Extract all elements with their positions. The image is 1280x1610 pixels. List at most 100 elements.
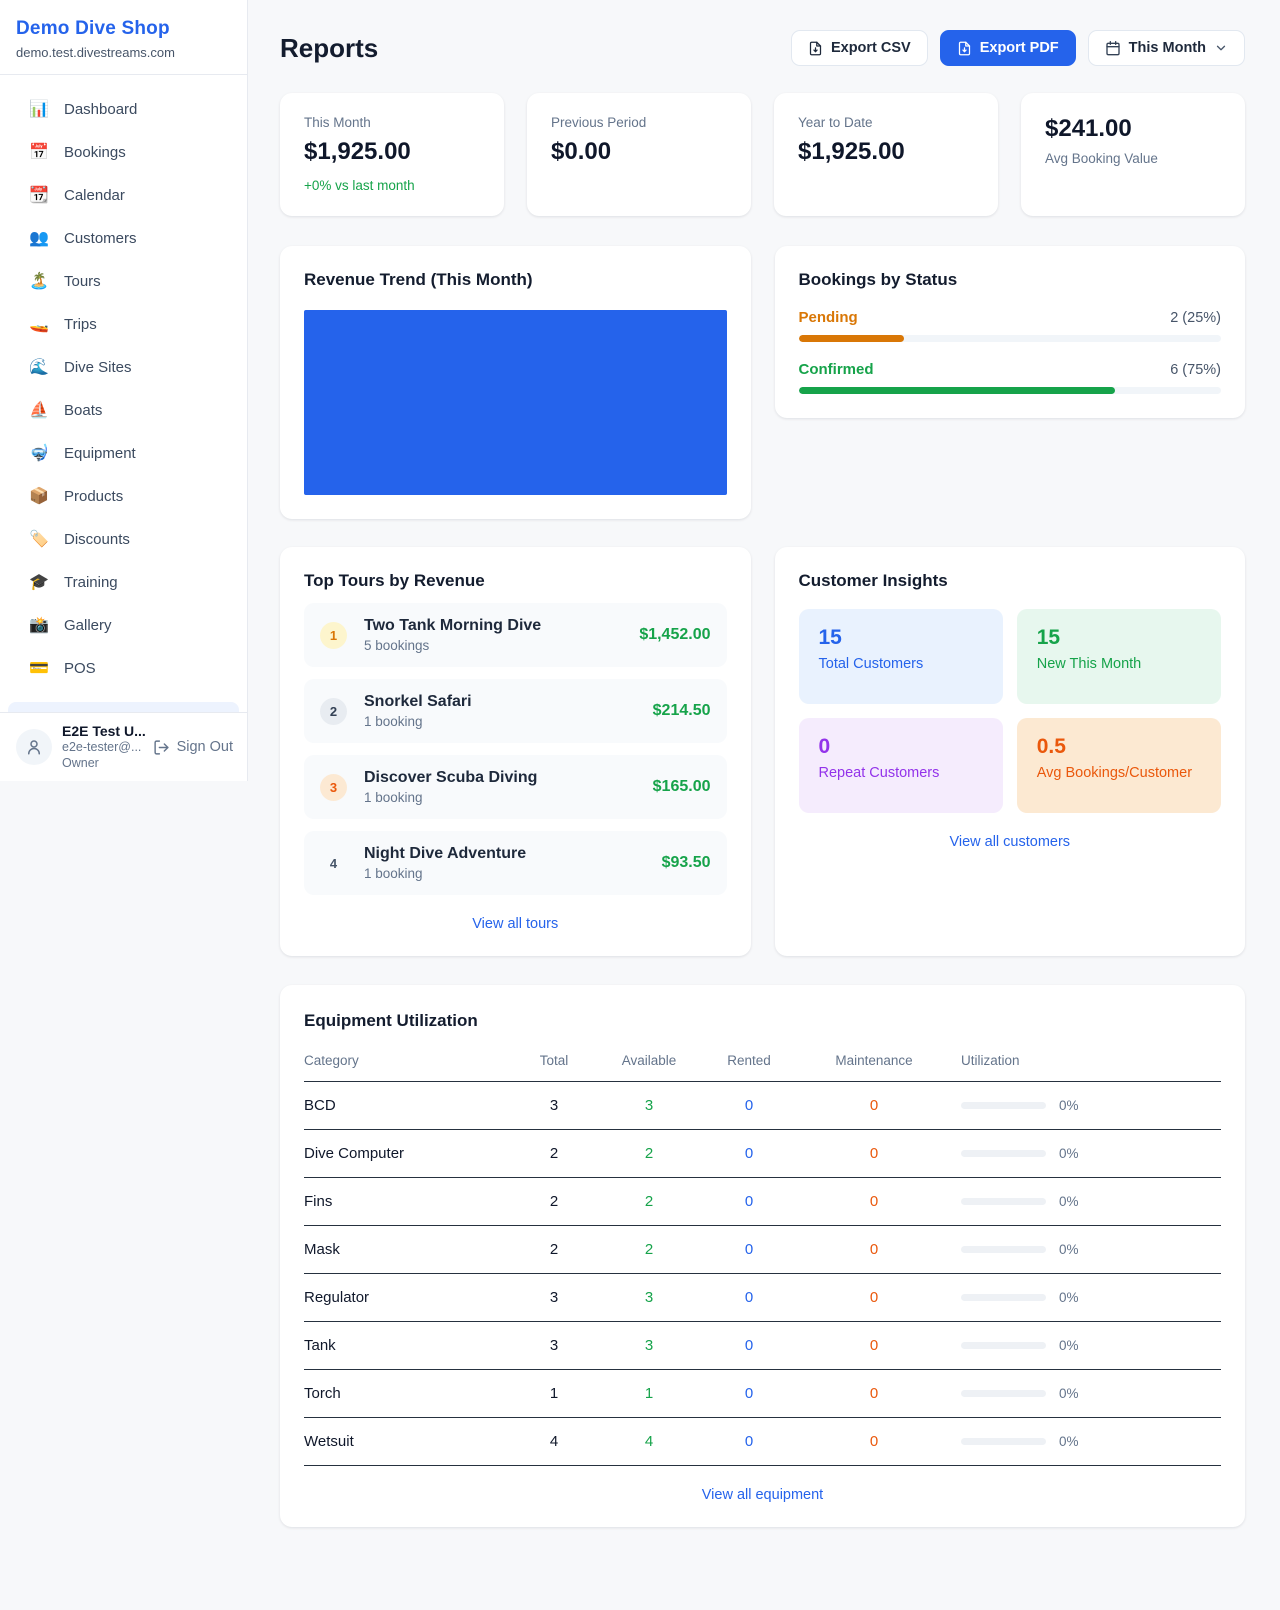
equipment-maintenance: 0 — [869, 1241, 879, 1258]
tour-name: Discover Scuba Diving — [364, 769, 538, 786]
tour-meta: Two Tank Morning Dive 5 bookings — [364, 617, 541, 653]
utilization-bar-track — [961, 1198, 1046, 1205]
export-csv-button[interactable]: Export CSV — [790, 30, 928, 66]
equipment-rented: 0 — [744, 1385, 754, 1402]
stats-row: This Month $1,925.00 +0% vs last month Prev… — [280, 93, 1245, 216]
revenue-trend-chart — [304, 310, 727, 495]
sidebar-item-equipment[interactable]: 🤿 Equipment — [8, 432, 239, 475]
tour-revenue: $1,452.00 — [639, 626, 711, 643]
utilization-percent: 0% — [1059, 1434, 1079, 1449]
insight-value: 0.5 — [1036, 735, 1066, 758]
sidebar-item-discounts[interactable]: 🏷️ Discounts — [8, 518, 239, 561]
equipment-available: 3 — [644, 1289, 654, 1306]
stat-value: $1,925.00 — [304, 138, 411, 165]
sidebar-item-customers[interactable]: 👥 Customers — [8, 217, 239, 260]
equipment-utilization: 0% — [949, 1098, 1221, 1113]
equipment-maintenance: 0 — [869, 1193, 879, 1210]
equipment-total: 3 — [549, 1337, 559, 1354]
tour-name: Snorkel Safari — [364, 693, 472, 710]
tour-name: Night Dive Adventure — [364, 845, 527, 862]
sidebar-item-calendar[interactable]: 📆 Calendar — [8, 174, 239, 217]
table-row: Torch 1 1 0 0 0% — [304, 1370, 1221, 1418]
equipment-maintenance: 0 — [869, 1097, 879, 1114]
tour-meta: Discover Scuba Diving 1 booking — [364, 769, 537, 805]
revenue-trend-title: Revenue Trend (This Month) — [304, 270, 533, 289]
stat-label: Avg Booking Value — [1045, 151, 1158, 166]
revenue-trend-card: Revenue Trend (This Month) — [280, 246, 751, 519]
tour-row: 1 Two Tank Morning Dive 5 bookings $1,452.0… — [304, 603, 727, 667]
equipment-category: Tank — [304, 1337, 336, 1354]
user-panel: E2E Test U... e2e-tester@... Owner Sign … — [0, 712, 247, 781]
equipment-total: 3 — [549, 1289, 559, 1306]
view-all-tours-link[interactable]: View all tours — [472, 916, 559, 932]
insight-value: 15 — [818, 626, 842, 649]
bar-chart-icon: 📊 — [29, 100, 49, 118]
sidebar-item-label: Tours — [64, 273, 101, 290]
equipment-available: 3 — [644, 1337, 654, 1354]
tour-revenue: $93.50 — [661, 854, 711, 871]
sidebar-item-gallery[interactable]: 📸 Gallery — [8, 604, 239, 647]
equipment-maintenance: 0 — [869, 1433, 879, 1450]
equipment-rented: 0 — [744, 1193, 754, 1210]
tour-rows: 1 Two Tank Morning Dive 5 bookings $1,452.0… — [304, 603, 727, 895]
tour-meta: Snorkel Safari 1 booking — [364, 693, 472, 729]
utilization-bar-track — [961, 1102, 1046, 1109]
view-all-customers-link[interactable]: View all customers — [949, 834, 1071, 850]
sidebar-item-reports-partial[interactable] — [8, 702, 239, 712]
equipment-utilization: 0% — [949, 1290, 1221, 1305]
wave-icon: 🌊 — [29, 358, 49, 376]
tour-bookings: 1 booking — [364, 714, 423, 729]
sidebar-item-training[interactable]: 🎓 Training — [8, 561, 239, 604]
utilization-bar-track — [961, 1150, 1046, 1157]
page-title: Reports — [280, 32, 379, 63]
bookings-by-status-title: Bookings by Status — [798, 270, 958, 289]
equipment-rented: 0 — [744, 1289, 754, 1306]
insight-label: New This Month — [1036, 656, 1142, 672]
rank-badge: 2 — [320, 697, 347, 725]
sidebar-item-pos[interactable]: 💳 POS — [8, 647, 239, 690]
sidebar-item-label: Boats — [64, 402, 103, 419]
equipment-category: Mask — [304, 1241, 340, 1258]
tour-meta: Night Dive Adventure 1 booking — [364, 845, 526, 881]
sign-out-button[interactable]: Sign Out — [153, 739, 233, 756]
period-dropdown[interactable]: This Month — [1087, 30, 1245, 66]
equipment-table-header: Category Total Available Rented Maintenance U… — [304, 1053, 1221, 1082]
sidebar-item-label: Calendar — [64, 187, 125, 204]
equipment-table: Category Total Available Rented Maintenance U… — [304, 1053, 1221, 1466]
stat-card: This Month $1,925.00 +0% vs last month — [280, 93, 504, 216]
utilization-percent: 0% — [1059, 1338, 1079, 1353]
insight-label: Total Customers — [818, 656, 924, 672]
sidebar-item-trips[interactable]: 🚤 Trips — [8, 303, 239, 346]
export-pdf-button[interactable]: Export PDF — [939, 30, 1076, 66]
tour-bookings: 1 booking — [364, 866, 423, 881]
equipment-available: 3 — [644, 1097, 654, 1114]
sidebar-item-tours[interactable]: 🏝️ Tours — [8, 260, 239, 303]
tag-icon: 🏷️ — [29, 530, 49, 548]
stat-label: Year to Date — [798, 115, 873, 130]
tour-bookings: 1 booking — [364, 790, 423, 805]
sidebar-item-dive-sites[interactable]: 🌊 Dive Sites — [8, 346, 239, 389]
view-all-equipment-link[interactable]: View all equipment — [701, 1487, 824, 1503]
equipment-utilization: 0% — [949, 1338, 1221, 1353]
status-count: 2 (25%) — [1170, 310, 1221, 326]
insight-tiles: 15 Total Customers 15 New This Month 0 Repeat… — [798, 609, 1221, 813]
status-bar-fill — [798, 387, 1116, 394]
sidebar-item-label: Equipment — [64, 445, 136, 462]
sidebar-item-boats[interactable]: ⛵ Boats — [8, 389, 239, 432]
table-row: Fins 2 2 0 0 0% — [304, 1178, 1221, 1226]
sidebar-item-products[interactable]: 📦 Products — [8, 475, 239, 518]
equipment-rented: 0 — [744, 1145, 754, 1162]
equipment-total: 3 — [549, 1097, 559, 1114]
sidebar-item-dashboard[interactable]: 📊 Dashboard — [8, 88, 239, 131]
rank-badge: 4 — [329, 855, 338, 871]
sidebar-item-bookings[interactable]: 📅 Bookings — [8, 131, 239, 174]
brand-block: Demo Dive Shop demo.test.divestreams.com — [0, 0, 247, 75]
calendar-date-icon: 📅 — [29, 143, 49, 161]
page-header: Reports Export CSV Export PDF This Month — [280, 30, 1245, 66]
equipment-total: 4 — [549, 1433, 559, 1450]
customer-insights-title: Customer Insights — [798, 571, 948, 590]
shop-domain: demo.test.divestreams.com — [16, 45, 175, 60]
column-header: Available — [621, 1053, 677, 1068]
utilization-percent: 0% — [1059, 1290, 1079, 1305]
stat-label: Previous Period — [551, 115, 647, 130]
